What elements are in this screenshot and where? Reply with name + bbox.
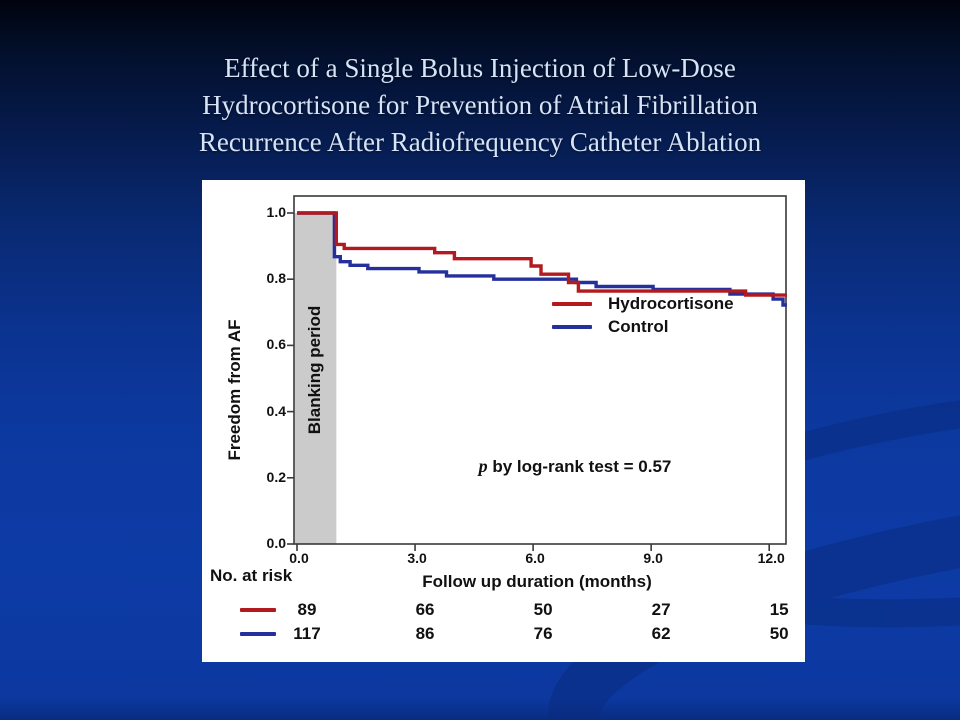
at-risk-count: 117 xyxy=(293,624,321,643)
y-tick-label: 0.2 xyxy=(266,468,286,485)
hydrocortisone-row-swatch xyxy=(240,608,276,612)
at-risk-count: 15 xyxy=(769,600,789,619)
p-value-annotation: p by log-rank test = 0.57 xyxy=(430,456,720,477)
y-tick-label: 0.0 xyxy=(266,535,286,551)
plot-border xyxy=(293,195,787,545)
x-tick-label: 12.0 xyxy=(757,550,785,566)
slide-title: Effect of a Single Bolus Injection of Lo… xyxy=(60,50,900,161)
control-line-swatch xyxy=(552,325,592,329)
at-risk-count: 89 xyxy=(297,600,317,619)
at-risk-count: 50 xyxy=(769,624,789,643)
blanking-period-label: Blanking period xyxy=(305,305,324,435)
y-tick-label: 0.8 xyxy=(266,270,286,287)
legend-label-control: Control xyxy=(608,317,669,336)
slide-title-line-1: Effect of a Single Bolus Injection of Lo… xyxy=(224,53,736,83)
curve-hydrocortisone xyxy=(297,211,787,297)
y-tick-label: 0.6 xyxy=(266,336,286,353)
at-risk-count: 27 xyxy=(651,600,671,619)
x-tick-label: 9.0 xyxy=(643,550,663,566)
legend-row-hydrocortisone: Hydrocortisone xyxy=(552,293,734,315)
blanking-period-band xyxy=(294,213,337,544)
km-chart-panel: Freedom from AF Blanking period 1.0 0.8 0.… xyxy=(202,180,805,662)
at-risk-count: 86 xyxy=(415,624,435,643)
x-tick-label: 6.0 xyxy=(525,550,545,566)
x-tick-label: 0.0 xyxy=(289,550,309,566)
at-risk-count: 76 xyxy=(533,624,553,643)
km-plot xyxy=(287,195,787,551)
x-axis-title: Follow up duration (months) xyxy=(422,572,652,591)
legend-row-control: Control xyxy=(552,316,668,338)
at-risk-count: 66 xyxy=(415,600,435,619)
legend-label-hydrocortisone: Hydrocortisone xyxy=(608,294,734,313)
at-risk-count: 50 xyxy=(533,600,553,619)
hydrocortisone-line-swatch xyxy=(552,302,592,306)
x-tick-label: 3.0 xyxy=(407,550,427,566)
y-tick-label: 1.0 xyxy=(266,204,286,220)
p-value-text: by log-rank test = 0.57 xyxy=(487,457,672,476)
control-row-swatch xyxy=(240,632,276,636)
slide-title-line-2: Hydrocortisone for Prevention of Atrial … xyxy=(202,90,758,120)
no-at-risk-label: No. at risk xyxy=(210,566,293,585)
p-symbol: p xyxy=(478,456,488,476)
slide-title-line-3: Recurrence After Radiofrequency Catheter… xyxy=(198,127,762,157)
y-tick-label: 0.4 xyxy=(266,402,286,419)
at-risk-count: 62 xyxy=(651,624,671,643)
